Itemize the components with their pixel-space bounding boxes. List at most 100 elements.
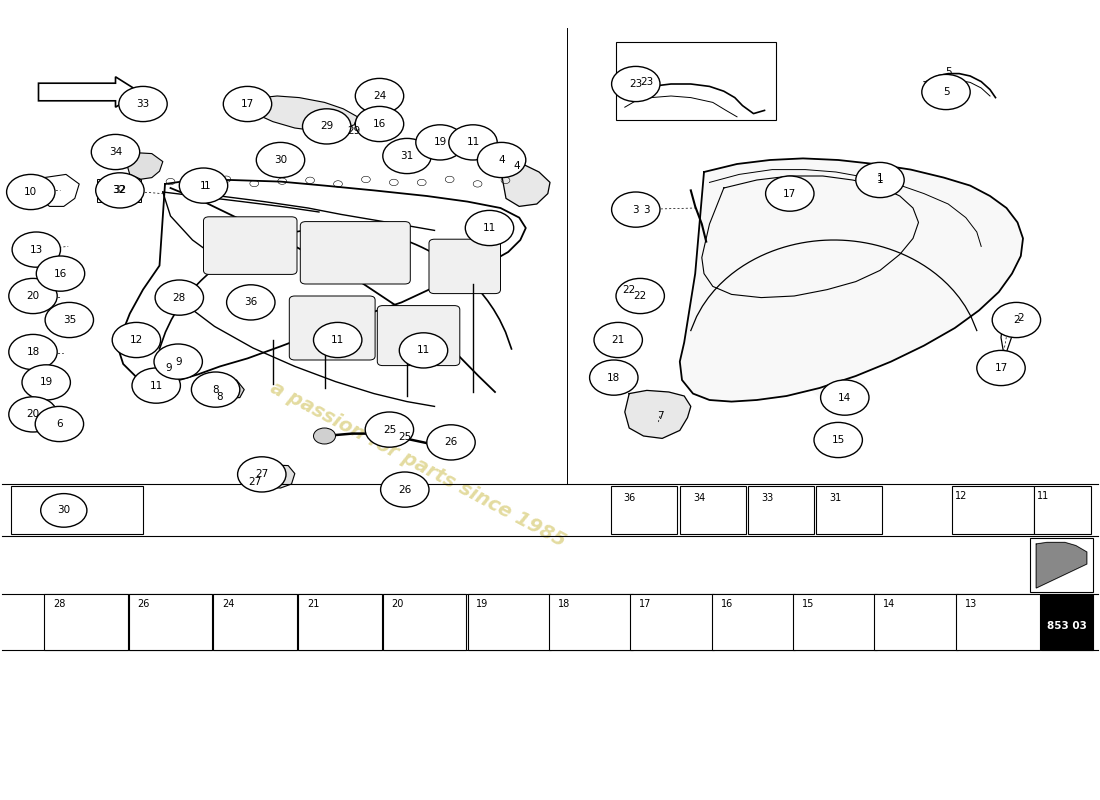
Circle shape — [36, 256, 85, 291]
Text: 8: 8 — [212, 385, 219, 394]
Text: 29: 29 — [320, 122, 333, 131]
Text: 11: 11 — [331, 335, 344, 345]
Bar — [1034, 486, 1091, 534]
Text: 31: 31 — [829, 493, 842, 502]
Circle shape — [922, 74, 970, 110]
Text: 34: 34 — [109, 147, 122, 157]
Circle shape — [355, 78, 404, 114]
Text: 21: 21 — [612, 335, 625, 345]
Text: 20: 20 — [26, 291, 40, 301]
Text: 20: 20 — [392, 599, 404, 609]
Text: 15: 15 — [832, 435, 845, 445]
Text: 1: 1 — [877, 173, 883, 182]
Text: 33: 33 — [136, 99, 150, 109]
Text: 5: 5 — [945, 67, 952, 77]
Bar — [616, 42, 776, 120]
Bar — [44, 594, 128, 650]
Text: 25: 25 — [383, 425, 396, 434]
Text: 1: 1 — [200, 181, 207, 190]
Circle shape — [22, 365, 70, 400]
Text: 18: 18 — [26, 347, 40, 357]
Text: 6: 6 — [56, 419, 63, 429]
Text: 2: 2 — [1018, 314, 1024, 323]
Circle shape — [12, 232, 60, 267]
Text: 16: 16 — [373, 119, 386, 129]
Circle shape — [977, 350, 1025, 386]
Bar — [298, 594, 382, 650]
Circle shape — [154, 344, 202, 379]
Polygon shape — [123, 152, 163, 179]
Text: 10: 10 — [24, 187, 37, 197]
Text: 19: 19 — [40, 378, 53, 387]
Bar — [213, 594, 297, 650]
Text: a passion for parts since 1985: a passion for parts since 1985 — [267, 378, 569, 550]
Text: DIECO
SPECS: DIECO SPECS — [716, 282, 890, 422]
Text: 16: 16 — [720, 599, 733, 609]
Text: 11: 11 — [483, 223, 496, 233]
Text: 9: 9 — [175, 357, 182, 366]
Text: 30: 30 — [57, 506, 70, 515]
Circle shape — [7, 174, 55, 210]
Text: 18: 18 — [558, 599, 570, 609]
Text: 30: 30 — [274, 155, 287, 165]
FancyBboxPatch shape — [300, 222, 410, 284]
Text: 16: 16 — [54, 269, 67, 278]
Text: 27: 27 — [255, 470, 268, 479]
Bar — [549, 594, 632, 650]
Polygon shape — [244, 464, 295, 488]
Circle shape — [416, 125, 464, 160]
Circle shape — [227, 285, 275, 320]
FancyBboxPatch shape — [429, 239, 500, 294]
Circle shape — [119, 86, 167, 122]
Text: 14: 14 — [883, 599, 895, 609]
Polygon shape — [248, 96, 358, 131]
Text: 31: 31 — [400, 151, 414, 161]
Bar — [1030, 538, 1093, 592]
Circle shape — [355, 106, 404, 142]
Circle shape — [191, 372, 240, 407]
Text: 35: 35 — [63, 315, 76, 325]
Circle shape — [616, 278, 664, 314]
Circle shape — [365, 412, 414, 447]
Text: 4: 4 — [498, 155, 505, 165]
Circle shape — [256, 142, 305, 178]
Circle shape — [427, 425, 475, 460]
Text: 33: 33 — [761, 493, 773, 502]
FancyBboxPatch shape — [377, 306, 460, 366]
Circle shape — [9, 334, 57, 370]
Text: 34: 34 — [693, 493, 705, 502]
Circle shape — [179, 168, 228, 203]
Text: 32: 32 — [113, 186, 127, 195]
Text: 1: 1 — [204, 181, 210, 190]
Bar — [816, 486, 882, 534]
Circle shape — [440, 438, 462, 454]
Circle shape — [132, 368, 180, 403]
Bar — [11, 486, 143, 534]
Text: 22: 22 — [623, 285, 636, 294]
Bar — [793, 594, 877, 650]
Polygon shape — [625, 390, 691, 438]
Circle shape — [91, 134, 140, 170]
Text: 17: 17 — [639, 599, 651, 609]
Text: 26: 26 — [398, 485, 411, 494]
Text: 19: 19 — [476, 599, 488, 609]
Text: 13: 13 — [30, 245, 43, 254]
Circle shape — [112, 322, 161, 358]
Bar — [468, 594, 551, 650]
Circle shape — [41, 494, 87, 527]
Bar — [97, 179, 141, 202]
Text: 24: 24 — [222, 599, 234, 609]
Circle shape — [612, 192, 660, 227]
FancyBboxPatch shape — [204, 217, 297, 274]
Text: 23: 23 — [629, 79, 642, 89]
Circle shape — [9, 397, 57, 432]
Text: 11: 11 — [466, 138, 480, 147]
Text: 8: 8 — [217, 392, 223, 402]
Bar — [712, 594, 795, 650]
Text: 11: 11 — [417, 346, 430, 355]
Text: 26: 26 — [444, 438, 458, 447]
Circle shape — [155, 280, 204, 315]
Text: 25: 25 — [398, 432, 411, 442]
Text: 17: 17 — [783, 189, 796, 198]
Circle shape — [612, 66, 660, 102]
